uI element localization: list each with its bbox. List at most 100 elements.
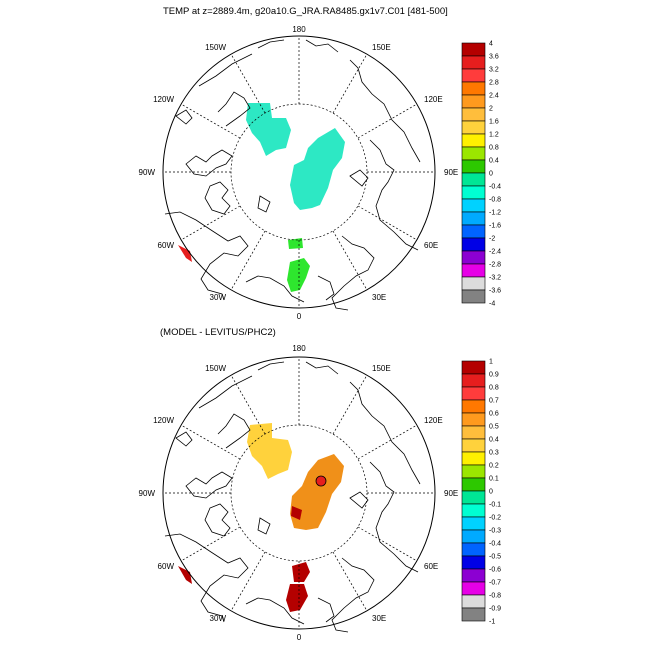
colorbar-label: 2: [489, 106, 493, 113]
colorbar-swatch: [461, 490, 486, 505]
colorbar-label: 4: [489, 41, 493, 48]
colorbar-swatch: [461, 451, 486, 466]
bottom-colorbar: 1 0.9 0.8 0.7 0.6 0.5 0.4 0.3 0.2 0.1 0 -0.1 -0.2 -0.…: [461, 359, 501, 626]
colorbar-label: -0.8: [489, 593, 501, 600]
lon-label: 150W: [205, 364, 226, 373]
top-coastlines: [164, 39, 421, 311]
colorbar-swatch: [461, 555, 486, 570]
colorbar-swatch: [461, 55, 486, 70]
lon-label: 30E: [372, 293, 386, 302]
top-map-boundary: [162, 35, 436, 309]
colorbar-swatch: [461, 477, 486, 492]
colorbar-label: -1.6: [489, 223, 501, 230]
colorbar-swatch: [461, 107, 486, 122]
lon-label: 60W: [158, 562, 175, 571]
colorbar-swatch: [461, 133, 486, 148]
colorbar-swatch: [461, 237, 486, 252]
lon-label: 90W: [139, 489, 156, 498]
colorbar-label: 0.8: [489, 145, 499, 152]
colorbar-label: -0.5: [489, 554, 501, 561]
top-map: [162, 35, 436, 311]
colorbar-label: -0.6: [489, 567, 501, 574]
lon-label: 120E: [424, 416, 443, 425]
colorbar-label: 1: [489, 359, 493, 366]
colorbar-swatch: [461, 503, 486, 518]
colorbar-swatch: [461, 373, 486, 388]
colorbar-label: 0.8: [489, 385, 499, 392]
colorbar-label: -2: [489, 236, 495, 243]
colorbar-label: -2.4: [489, 249, 501, 256]
lon-label: 150W: [205, 43, 226, 52]
colorbar-label: 0.3: [489, 450, 499, 457]
lon-label: 30W: [210, 293, 227, 302]
colorbar-swatch: [461, 276, 486, 291]
bottom-title: (MODEL - LEVITUS/PHC2): [160, 327, 276, 338]
bottom-red-patch: [315, 475, 327, 487]
colorbar-swatch: [461, 568, 486, 583]
colorbar-swatch: [461, 464, 486, 479]
colorbar-label: -1.2: [489, 210, 501, 217]
colorbar-swatch: [461, 172, 486, 187]
colorbar-label: -0.8: [489, 197, 501, 204]
colorbar-swatch: [461, 94, 486, 109]
lon-label: 30W: [210, 614, 227, 623]
colorbar-swatch: [461, 42, 486, 57]
colorbar-swatch: [461, 594, 486, 609]
colorbar-swatch: [461, 438, 486, 453]
colorbar-label: -0.7: [489, 580, 501, 587]
colorbar-swatch: [461, 185, 486, 200]
top-lon-labels: 180 150E 120E 90E 60E 30E 0 30W 60W 90W …: [139, 25, 459, 321]
colorbar-swatch: [461, 581, 486, 596]
colorbar-swatch: [461, 399, 486, 414]
lon-label: 60W: [158, 241, 175, 250]
colorbar-swatch: [461, 412, 486, 427]
top-title: TEMP at z=2889.4m, g20a10.G_JRA.RA8485.g…: [163, 6, 448, 17]
colorbar-label: -0.4: [489, 541, 501, 548]
colorbar-label: -3.2: [489, 275, 501, 282]
lon-label: 120E: [424, 95, 443, 104]
lon-label: 120W: [153, 416, 174, 425]
colorbar-swatch: [461, 159, 486, 174]
colorbar-label: -0.2: [489, 515, 501, 522]
top-green-region-2: [287, 258, 310, 292]
bottom-darkred-region-2: [286, 584, 308, 612]
colorbar-swatch: [461, 120, 486, 135]
bottom-coastlines: [164, 361, 421, 633]
bottom-darkred-region-3: [178, 566, 192, 584]
colorbar-label: 0.4: [489, 158, 499, 165]
colorbar-label: -1: [489, 619, 495, 626]
lon-label: 120W: [153, 95, 174, 104]
colorbar-label: 0: [489, 489, 493, 496]
colorbar-label: -0.9: [489, 606, 501, 613]
bottom-graticule: [163, 357, 435, 629]
top-cyan-region-1: [246, 103, 291, 156]
colorbar-label: 0.4: [489, 437, 499, 444]
colorbar-label: 1.6: [489, 119, 499, 126]
lon-label: 90E: [444, 489, 458, 498]
top-panel: TEMP at z=2889.4m, g20a10.G_JRA.RA8485.g…: [139, 6, 502, 321]
colorbar-label: 0.2: [489, 463, 499, 470]
lon-label: 90W: [139, 168, 156, 177]
colorbar-label: -2.8: [489, 262, 501, 269]
colorbar-swatch: [461, 146, 486, 161]
top-red-region: [178, 245, 192, 262]
colorbar-label: 2.4: [489, 93, 499, 100]
lon-label: 150E: [372, 364, 391, 373]
colorbar-swatch: [461, 198, 486, 213]
lon-label: 180: [292, 344, 306, 353]
colorbar-label: 3.6: [489, 54, 499, 61]
colorbar-label: 2.8: [489, 80, 499, 87]
colorbar-swatch: [461, 289, 486, 304]
lon-label: 180: [292, 25, 306, 34]
colorbar-label: 0.9: [489, 372, 499, 379]
colorbar-swatch: [461, 224, 486, 239]
lon-label: 30E: [372, 614, 386, 623]
colorbar-swatch: [461, 250, 486, 265]
colorbar-label: 0.5: [489, 424, 499, 431]
colorbar-swatch: [461, 386, 486, 401]
bottom-lon-labels: 180 150E 120E 90E 60E 30E 0 30W 60W 90W …: [139, 344, 459, 642]
colorbar-swatch: [461, 425, 486, 440]
lon-label: 90E: [444, 168, 458, 177]
lon-label: 0: [297, 312, 302, 321]
